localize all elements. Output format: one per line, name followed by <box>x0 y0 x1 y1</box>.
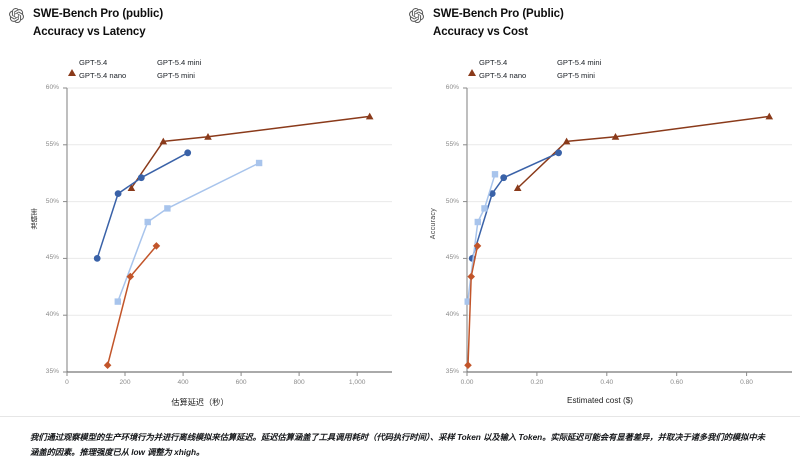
y-axis-label: Accuracy <box>430 208 437 240</box>
legend-label: GPT-5.4 <box>79 58 108 67</box>
y-axis-tick-label: 45% <box>445 254 459 262</box>
panel-subtitle: Accuracy vs Latency <box>33 26 146 38</box>
y-axis-tick-label: 50% <box>445 197 459 205</box>
legend-item-gpt54-mini: GPT-5.4 mini <box>146 57 268 68</box>
legend-item-gpt5-mini: GPT-5 mini <box>146 70 268 81</box>
legend-label: GPT-5.4 mini <box>557 58 602 67</box>
y-axis-tick-label: 55% <box>445 140 459 148</box>
y-axis-tick-label: 60% <box>445 84 459 91</box>
x-axis-tick-label: 0.20 <box>530 379 544 386</box>
footer-divider <box>0 416 800 417</box>
panel-accuracy-vs-latency: SWE-Bench Pro (public) Accuracy vs Laten… <box>0 0 400 414</box>
figure-caption: 我们通过观察模型的生产环境行为并进行离线模拟来估算延迟。延迟估算涵盖了工具调用耗… <box>30 432 765 457</box>
panel-header-left: SWE-Bench Pro (public) Accuracy vs Laten… <box>0 0 400 48</box>
y-axis-tick-label: 55% <box>45 140 59 148</box>
x-axis-tick-label: 800 <box>293 379 305 386</box>
legend-label: GPT-5 mini <box>557 71 595 80</box>
legend-item-gpt54: GPT-5.4 <box>68 57 140 76</box>
x-axis-tick-label: 1,000 <box>348 379 366 386</box>
chart-svg-cost <box>463 87 792 376</box>
y-axis-tick-label: 40% <box>45 311 59 319</box>
panel-subtitle: Accuracy vs Cost <box>433 26 528 38</box>
y-axis-tick-label: 50% <box>45 197 59 205</box>
legend-label: GPT-5.4 mini <box>157 58 202 67</box>
y-axis-tick-label: 40% <box>445 311 459 319</box>
legend-item-gpt54: GPT-5.4 <box>468 57 540 76</box>
y-axis-tick-label: 45% <box>45 254 59 262</box>
y-axis-tick-label: 60% <box>45 84 59 91</box>
y-axis-tick-label: 35% <box>45 368 59 375</box>
legend-item-gpt54-nano: GPT-5.4 nano <box>68 70 140 81</box>
legend-label: GPT-5 mini <box>157 71 195 80</box>
x-axis-tick-label: 0 <box>65 379 69 386</box>
chart-legend-left: GPT-5.4 GPT-5.4 mini GPT-5.4 nano GPT-5 … <box>68 57 268 81</box>
chart-svg-latency <box>63 87 392 376</box>
x-axis-tick-label: 0.60 <box>670 379 684 386</box>
chart-legend-right: GPT-5.4 GPT-5.4 mini GPT-5.4 nano GPT-5 … <box>468 57 668 81</box>
x-axis-tick-label: 600 <box>235 379 247 386</box>
y-axis-label: 准确率 <box>31 208 38 230</box>
legend-item-gpt54-mini: GPT-5.4 mini <box>546 57 668 68</box>
openai-logo-icon <box>9 8 24 23</box>
panel-header-right: SWE-Bench Pro (Public) Accuracy vs Cost <box>400 0 800 48</box>
openai-logo-icon <box>409 8 424 23</box>
y-axis-tick-label: 35% <box>445 368 459 375</box>
x-axis-label: 估算延迟（秒） <box>171 398 229 407</box>
panel-title: SWE-Bench Pro (Public) <box>433 8 564 20</box>
panel-accuracy-vs-cost: SWE-Bench Pro (Public) Accuracy vs Cost … <box>400 0 800 414</box>
x-axis-tick-label: 400 <box>177 379 189 386</box>
legend-label: GPT-5.4 nano <box>79 71 127 80</box>
x-axis-tick-label: 0.00 <box>460 379 474 386</box>
legend-item-gpt5-mini: GPT-5 mini <box>546 70 668 81</box>
chart-plot-cost: Accuracy Estimated cost ($) 35% 40% 45% 50%… <box>400 0 800 414</box>
chart-panels: SWE-Bench Pro (public) Accuracy vs Laten… <box>0 0 800 414</box>
chart-plot-latency: 准确率 估算延迟（秒） 35% 40% 45% 50% 55% 60% 0 200 400 600… <box>0 0 400 414</box>
panel-title: SWE-Bench Pro (public) <box>33 8 164 20</box>
x-axis-tick-label: 0.80 <box>740 379 753 386</box>
legend-label: GPT-5.4 nano <box>479 71 527 80</box>
x-axis-tick-label: 200 <box>119 379 131 386</box>
x-axis-tick-label: 0.40 <box>600 379 614 386</box>
legend-label: GPT-5.4 <box>479 58 508 67</box>
x-axis-label: Estimated cost ($) <box>567 396 633 405</box>
legend-item-gpt54-nano: GPT-5.4 nano <box>468 70 540 81</box>
